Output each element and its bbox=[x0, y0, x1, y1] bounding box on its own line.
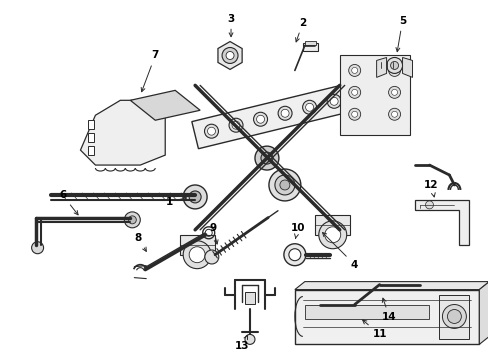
Text: 7: 7 bbox=[141, 50, 159, 92]
Circle shape bbox=[207, 127, 215, 135]
Text: 14: 14 bbox=[382, 298, 396, 323]
Text: 5: 5 bbox=[395, 15, 406, 52]
Circle shape bbox=[348, 86, 360, 98]
Bar bbox=[339, 55, 408, 135]
Circle shape bbox=[302, 100, 316, 114]
Circle shape bbox=[189, 247, 204, 263]
Bar bbox=[294, 289, 478, 345]
Circle shape bbox=[32, 242, 43, 254]
Polygon shape bbox=[294, 282, 488, 289]
Polygon shape bbox=[376, 58, 386, 77]
Circle shape bbox=[351, 67, 357, 73]
Circle shape bbox=[388, 64, 400, 76]
Bar bbox=[88, 120, 94, 129]
Polygon shape bbox=[414, 200, 468, 245]
Text: 13: 13 bbox=[234, 336, 249, 351]
Circle shape bbox=[281, 109, 288, 117]
Circle shape bbox=[128, 216, 136, 224]
Circle shape bbox=[288, 249, 300, 261]
Polygon shape bbox=[191, 72, 402, 149]
Circle shape bbox=[279, 180, 289, 190]
Circle shape bbox=[222, 48, 238, 63]
Circle shape bbox=[189, 191, 201, 203]
Bar bbox=[88, 133, 94, 142]
Text: 10: 10 bbox=[290, 223, 305, 238]
Bar bbox=[304, 41, 315, 45]
Bar bbox=[302, 42, 317, 50]
Text: 11: 11 bbox=[362, 320, 386, 339]
Circle shape bbox=[390, 62, 398, 69]
Circle shape bbox=[256, 115, 264, 123]
Text: 8: 8 bbox=[134, 233, 146, 251]
Circle shape bbox=[324, 227, 340, 243]
Text: 1: 1 bbox=[165, 197, 186, 207]
Circle shape bbox=[305, 103, 313, 111]
Circle shape bbox=[183, 241, 211, 269]
Circle shape bbox=[391, 67, 397, 73]
Bar bbox=[88, 146, 94, 155]
Circle shape bbox=[268, 169, 300, 201]
Circle shape bbox=[391, 111, 397, 117]
Bar bbox=[439, 294, 468, 339]
Circle shape bbox=[253, 112, 267, 126]
Circle shape bbox=[391, 89, 397, 95]
Circle shape bbox=[447, 310, 461, 323]
Circle shape bbox=[318, 221, 346, 249]
Circle shape bbox=[351, 111, 357, 117]
Polygon shape bbox=[180, 235, 215, 255]
Circle shape bbox=[326, 94, 341, 108]
Circle shape bbox=[388, 86, 400, 98]
Circle shape bbox=[274, 175, 294, 195]
Bar bbox=[304, 305, 428, 319]
Circle shape bbox=[442, 305, 466, 328]
Circle shape bbox=[254, 146, 278, 170]
Text: 12: 12 bbox=[424, 180, 438, 197]
Circle shape bbox=[244, 334, 254, 345]
Circle shape bbox=[225, 51, 234, 59]
Circle shape bbox=[351, 88, 365, 102]
Text: 3: 3 bbox=[227, 14, 234, 37]
Circle shape bbox=[183, 185, 207, 209]
Circle shape bbox=[354, 91, 362, 99]
Circle shape bbox=[348, 108, 360, 120]
Polygon shape bbox=[130, 90, 200, 120]
Circle shape bbox=[261, 152, 272, 164]
Circle shape bbox=[425, 201, 432, 209]
Text: 4: 4 bbox=[322, 233, 358, 270]
Circle shape bbox=[228, 118, 243, 132]
Circle shape bbox=[329, 97, 337, 105]
Text: 6: 6 bbox=[59, 190, 78, 215]
Circle shape bbox=[204, 250, 218, 264]
Circle shape bbox=[351, 89, 357, 95]
Polygon shape bbox=[478, 282, 488, 345]
Circle shape bbox=[124, 212, 140, 228]
Circle shape bbox=[388, 108, 400, 120]
Circle shape bbox=[284, 244, 305, 266]
Circle shape bbox=[386, 58, 402, 73]
Circle shape bbox=[278, 106, 291, 120]
Bar bbox=[244, 292, 254, 303]
Polygon shape bbox=[314, 215, 349, 235]
Polygon shape bbox=[402, 58, 412, 77]
Text: 9: 9 bbox=[209, 223, 218, 244]
Polygon shape bbox=[81, 100, 165, 165]
Polygon shape bbox=[218, 41, 242, 69]
Text: 2: 2 bbox=[295, 18, 306, 42]
Circle shape bbox=[204, 124, 218, 138]
Circle shape bbox=[348, 64, 360, 76]
Circle shape bbox=[232, 121, 240, 129]
